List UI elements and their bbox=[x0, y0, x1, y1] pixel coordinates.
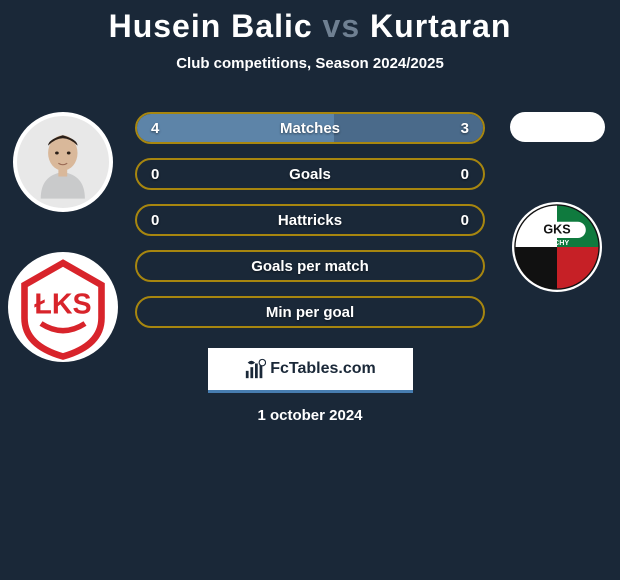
page-title: Husein Balic vs Kurtaran bbox=[0, 8, 620, 45]
right-column: GKS TYCHY bbox=[502, 112, 612, 292]
vs-label: vs bbox=[323, 8, 361, 44]
stat-value-left: 0 bbox=[151, 212, 159, 229]
main-area: ŁKS GKS TYCHY bbox=[0, 102, 620, 328]
player1-club-badge: ŁKS bbox=[8, 252, 118, 362]
stat-label: Hattricks bbox=[278, 212, 342, 229]
player1-avatar bbox=[13, 112, 113, 212]
stat-row: 0 0 Hattricks bbox=[135, 204, 485, 236]
stat-value-left: 0 bbox=[151, 166, 159, 183]
stat-label: Min per goal bbox=[266, 304, 354, 321]
chart-icon bbox=[244, 358, 266, 380]
lks-logo: ŁKS bbox=[8, 252, 118, 362]
left-column: ŁKS bbox=[8, 112, 118, 362]
stat-value-right: 0 bbox=[461, 166, 469, 183]
stat-label: Goals bbox=[289, 166, 331, 183]
stat-row: 0 0 Goals bbox=[135, 158, 485, 190]
stat-row: Min per goal bbox=[135, 296, 485, 328]
footer-label: FcTables.com bbox=[270, 360, 376, 378]
player2-avatar-placeholder bbox=[510, 112, 605, 142]
stat-row: 4 3 Matches bbox=[135, 112, 485, 144]
svg-text:ŁKS: ŁKS bbox=[34, 289, 91, 321]
stat-label: Goals per match bbox=[251, 258, 369, 275]
svg-text:GKS: GKS bbox=[543, 223, 570, 237]
player2-club-badge: GKS TYCHY bbox=[512, 202, 602, 292]
date-label: 1 october 2024 bbox=[0, 407, 620, 424]
stat-value-right: 3 bbox=[461, 120, 469, 137]
stat-label: Matches bbox=[280, 120, 340, 137]
player1-avatar-svg bbox=[26, 125, 100, 199]
stats-list: 4 3 Matches 0 0 Goals 0 0 Hattricks Goals per mat… bbox=[135, 112, 485, 328]
footer-attribution[interactable]: FcTables.com bbox=[208, 348, 413, 393]
player1-name: Husein Balic bbox=[109, 8, 313, 44]
stat-row: Goals per match bbox=[135, 250, 485, 282]
player2-name: Kurtaran bbox=[370, 8, 511, 44]
stat-value-right: 0 bbox=[461, 212, 469, 229]
gks-tychy-logo: GKS TYCHY bbox=[512, 202, 602, 292]
comparison-card: Husein Balic vs Kurtaran Club competitio… bbox=[0, 0, 620, 580]
subtitle: Club competitions, Season 2024/2025 bbox=[0, 55, 620, 72]
svg-text:TYCHY: TYCHY bbox=[545, 238, 570, 247]
stat-value-left: 4 bbox=[151, 120, 159, 137]
